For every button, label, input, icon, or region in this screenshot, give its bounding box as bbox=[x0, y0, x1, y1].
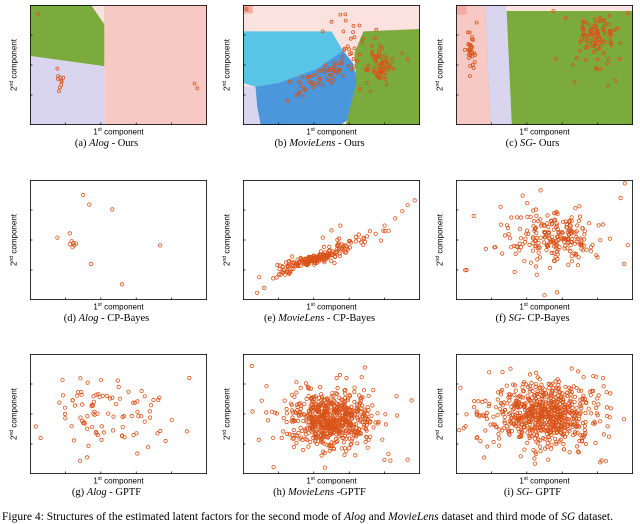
x-axis-label: 1st component bbox=[93, 302, 144, 312]
subplot-h: 2nd component 1st component (h) MovieLen… bbox=[219, 354, 420, 504]
scatter-plot-f bbox=[456, 180, 633, 300]
subplot-caption-e: (e) MovieLens - CP-Bayes bbox=[263, 313, 376, 324]
subplot-caption-i: (i) SG- GPTF bbox=[503, 487, 562, 498]
subplot-b: 2nd component 1st component (b) MovieLen… bbox=[219, 5, 420, 155]
subplot-caption-g: (g) Alog - GPTF bbox=[71, 487, 142, 498]
x-axis-label: 1st component bbox=[519, 127, 570, 137]
y-axis-label: 2nd component bbox=[435, 213, 445, 267]
scatter-plot-h bbox=[243, 354, 420, 474]
subplot-g: 2nd component 1st component (g) Alog - G… bbox=[6, 354, 207, 504]
y-axis-label: 2nd component bbox=[435, 387, 445, 441]
scatter-plot-g bbox=[30, 354, 207, 474]
x-axis-label: 1st component bbox=[306, 127, 357, 137]
subplot-caption-b: (b) MovieLens - Ours bbox=[274, 138, 365, 149]
x-axis-label: 1st component bbox=[306, 302, 357, 312]
subplot-caption-a: (a) Alog - Ours bbox=[74, 138, 139, 149]
x-axis-label: 1st component bbox=[93, 127, 144, 137]
subplot-c: 2nd component 1st component (c) SG- Ours bbox=[432, 5, 633, 155]
figure-caption: Figure 4: Structures of the estimated la… bbox=[2, 511, 613, 523]
scatter-plot-a bbox=[30, 5, 207, 125]
subplot-caption-f: (f) SG- CP-Bayes bbox=[495, 313, 570, 324]
subplot-e: 2nd component 1st component (e) MovieLen… bbox=[219, 180, 420, 330]
scatter-plot-b bbox=[243, 5, 420, 125]
scatter-plot-e bbox=[243, 180, 420, 300]
x-axis-label: 1st component bbox=[519, 302, 570, 312]
x-axis-label: 1st component bbox=[306, 476, 357, 486]
scatter-plot-d bbox=[30, 180, 207, 300]
y-axis-label: 2nd component bbox=[435, 38, 445, 92]
y-axis-label: 2nd component bbox=[222, 387, 232, 441]
subplot-caption-d: (d) Alog - CP-Bayes bbox=[63, 313, 150, 324]
subplot-caption-h: (h) MovieLens -GPTF bbox=[273, 487, 366, 498]
y-axis-label: 2nd component bbox=[9, 387, 19, 441]
x-axis-label: 1st component bbox=[93, 476, 144, 486]
y-axis-label: 2nd component bbox=[222, 38, 232, 92]
scatter-plot-c bbox=[456, 5, 633, 125]
y-axis-label: 2nd component bbox=[9, 213, 19, 267]
scatter-plot-i bbox=[456, 354, 633, 474]
subplot-i: 2nd component 1st component (i) SG- GPTF bbox=[432, 354, 633, 504]
x-axis-label: 1st component bbox=[519, 476, 570, 486]
y-axis-label: 2nd component bbox=[222, 213, 232, 267]
subplot-caption-c: (c) SG- Ours bbox=[505, 138, 560, 149]
y-axis-label: 2nd component bbox=[9, 38, 19, 92]
subplot-a: 2nd component 1st component (a) Alog - O… bbox=[6, 5, 207, 155]
subplot-f: 2nd component 1st component (f) SG- CP-B… bbox=[432, 180, 633, 330]
subplot-d: 2nd component 1st component (d) Alog - C… bbox=[6, 180, 207, 330]
